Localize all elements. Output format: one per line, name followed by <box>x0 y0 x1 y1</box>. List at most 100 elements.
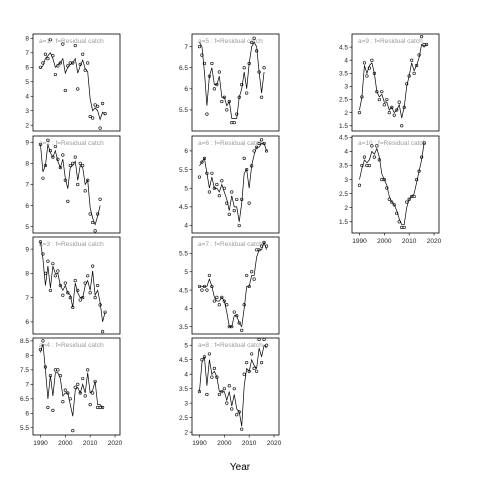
data-point <box>91 220 95 225</box>
data-point <box>250 270 254 274</box>
data-point <box>405 82 409 86</box>
data-point <box>43 52 48 56</box>
data-point <box>215 182 219 187</box>
data-point <box>247 284 251 289</box>
data-point <box>200 160 204 164</box>
data-point <box>422 141 426 145</box>
x-axis-title: Year <box>230 462 251 473</box>
data-point <box>93 229 97 233</box>
data-point <box>83 394 87 398</box>
panel-frame <box>351 33 440 132</box>
x-tick-label: 2010 <box>402 238 417 245</box>
data-point <box>81 52 85 56</box>
y-tick-label: 4.5 <box>179 287 188 294</box>
panel-4: a=4 : f=Residual catch 5.5 6 6.5 7 7.5 8 8.5 199… <box>20 337 123 447</box>
data-point <box>245 91 249 95</box>
data-point <box>252 149 256 153</box>
data-point <box>387 197 391 201</box>
data-point <box>227 212 231 216</box>
data-point <box>76 87 80 91</box>
data-point <box>78 391 82 395</box>
panel-label: a=1 : f=Residual catch <box>39 38 104 45</box>
data-point <box>48 288 53 292</box>
data-point <box>73 43 77 48</box>
y-tick-label: 6 <box>25 410 29 417</box>
data-point <box>78 298 82 302</box>
fit-line <box>359 43 427 118</box>
y-tick-label: 6.5 <box>179 65 188 72</box>
data-point <box>262 141 266 146</box>
data-point <box>51 54 55 58</box>
y-tick-label: 8.5 <box>20 338 29 345</box>
data-point <box>262 240 266 245</box>
panel-label: a=3 : f=Residual catch <box>39 241 104 248</box>
y-tick-label: 5.5 <box>179 107 188 114</box>
y-tick-label: 4.5 <box>339 135 348 142</box>
data-point <box>367 163 372 168</box>
panel-label: a=7 : f=Residual catch <box>198 241 263 248</box>
data-point <box>250 352 254 356</box>
panel-frame <box>351 135 440 234</box>
data-point <box>48 38 53 42</box>
data-point <box>235 413 239 417</box>
data-point <box>93 379 97 384</box>
panel-10: a=10 : f=Residual catch 1.5 2 2.5 3 3.5 4 4.5 19… <box>339 135 442 245</box>
data-point <box>412 71 416 75</box>
data-point <box>53 144 57 149</box>
data-point <box>222 387 226 391</box>
data-point <box>424 42 429 47</box>
data-point <box>210 61 214 66</box>
data-point <box>38 142 43 147</box>
data-point <box>41 61 45 65</box>
data-point <box>260 244 264 248</box>
data-point <box>257 337 261 342</box>
data-point <box>232 209 236 213</box>
panel-1: a=1 : f=Residual catch 2 3 4 5 6 7 8 <box>25 33 121 132</box>
data-point <box>417 53 421 57</box>
data-point <box>38 347 43 352</box>
data-point <box>197 175 202 179</box>
data-point <box>207 74 211 78</box>
data-point <box>395 211 399 215</box>
data-point <box>392 203 396 207</box>
panel-frame <box>32 236 121 335</box>
y-tick-label: 5.5 <box>179 251 188 258</box>
y-tick-label: 3.5 <box>179 386 188 393</box>
data-point <box>407 74 411 78</box>
data-point <box>202 284 207 289</box>
data-point <box>88 291 92 295</box>
panel-8: a=8 : f=Residual catch 2 2.5 3 3.5 4 4.5 5 1990 2… <box>179 337 282 447</box>
data-point <box>83 281 87 285</box>
data-point <box>362 61 367 65</box>
data-point <box>257 141 261 146</box>
data-point <box>264 149 269 153</box>
y-tick-label: 4.5 <box>179 204 188 211</box>
panel-7: a=7 : f=Residual catch 3.5 4 4.5 5 5.5 <box>179 236 280 335</box>
data-point <box>103 310 107 314</box>
fit-line <box>40 343 103 417</box>
data-point <box>73 155 77 159</box>
data-point <box>255 145 259 149</box>
data-point <box>51 408 55 412</box>
data-point <box>420 155 424 159</box>
data-point <box>91 391 95 395</box>
data-point <box>205 392 209 397</box>
data-point <box>71 429 75 433</box>
data-point <box>46 138 50 142</box>
data-point <box>415 177 419 182</box>
data-point <box>240 83 244 87</box>
y-tick-label: 6 <box>25 319 29 326</box>
data-point <box>377 158 381 162</box>
data-point <box>43 365 48 369</box>
data-point <box>58 283 62 288</box>
panel-label: a=8 : f=Residual catch <box>198 342 263 349</box>
data-point <box>202 355 207 359</box>
data-point <box>232 387 236 391</box>
data-point <box>48 374 53 378</box>
data-point <box>225 108 229 112</box>
y-tick-label: 5 <box>25 79 29 86</box>
data-point <box>207 190 211 194</box>
y-tick-label: 2.5 <box>339 97 348 104</box>
x-tick-label: 2010 <box>242 440 257 447</box>
data-point <box>63 88 67 93</box>
